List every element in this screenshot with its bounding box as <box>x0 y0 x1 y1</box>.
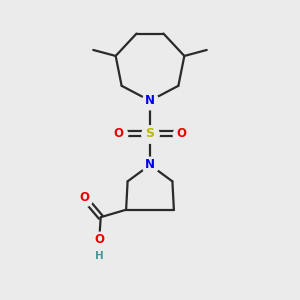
Text: O: O <box>114 127 124 140</box>
Text: O: O <box>94 233 104 246</box>
Text: O: O <box>176 127 186 140</box>
Text: N: N <box>145 94 155 107</box>
Text: O: O <box>79 191 89 204</box>
Text: S: S <box>146 127 154 140</box>
Text: N: N <box>145 158 155 171</box>
Text: H: H <box>95 251 103 261</box>
